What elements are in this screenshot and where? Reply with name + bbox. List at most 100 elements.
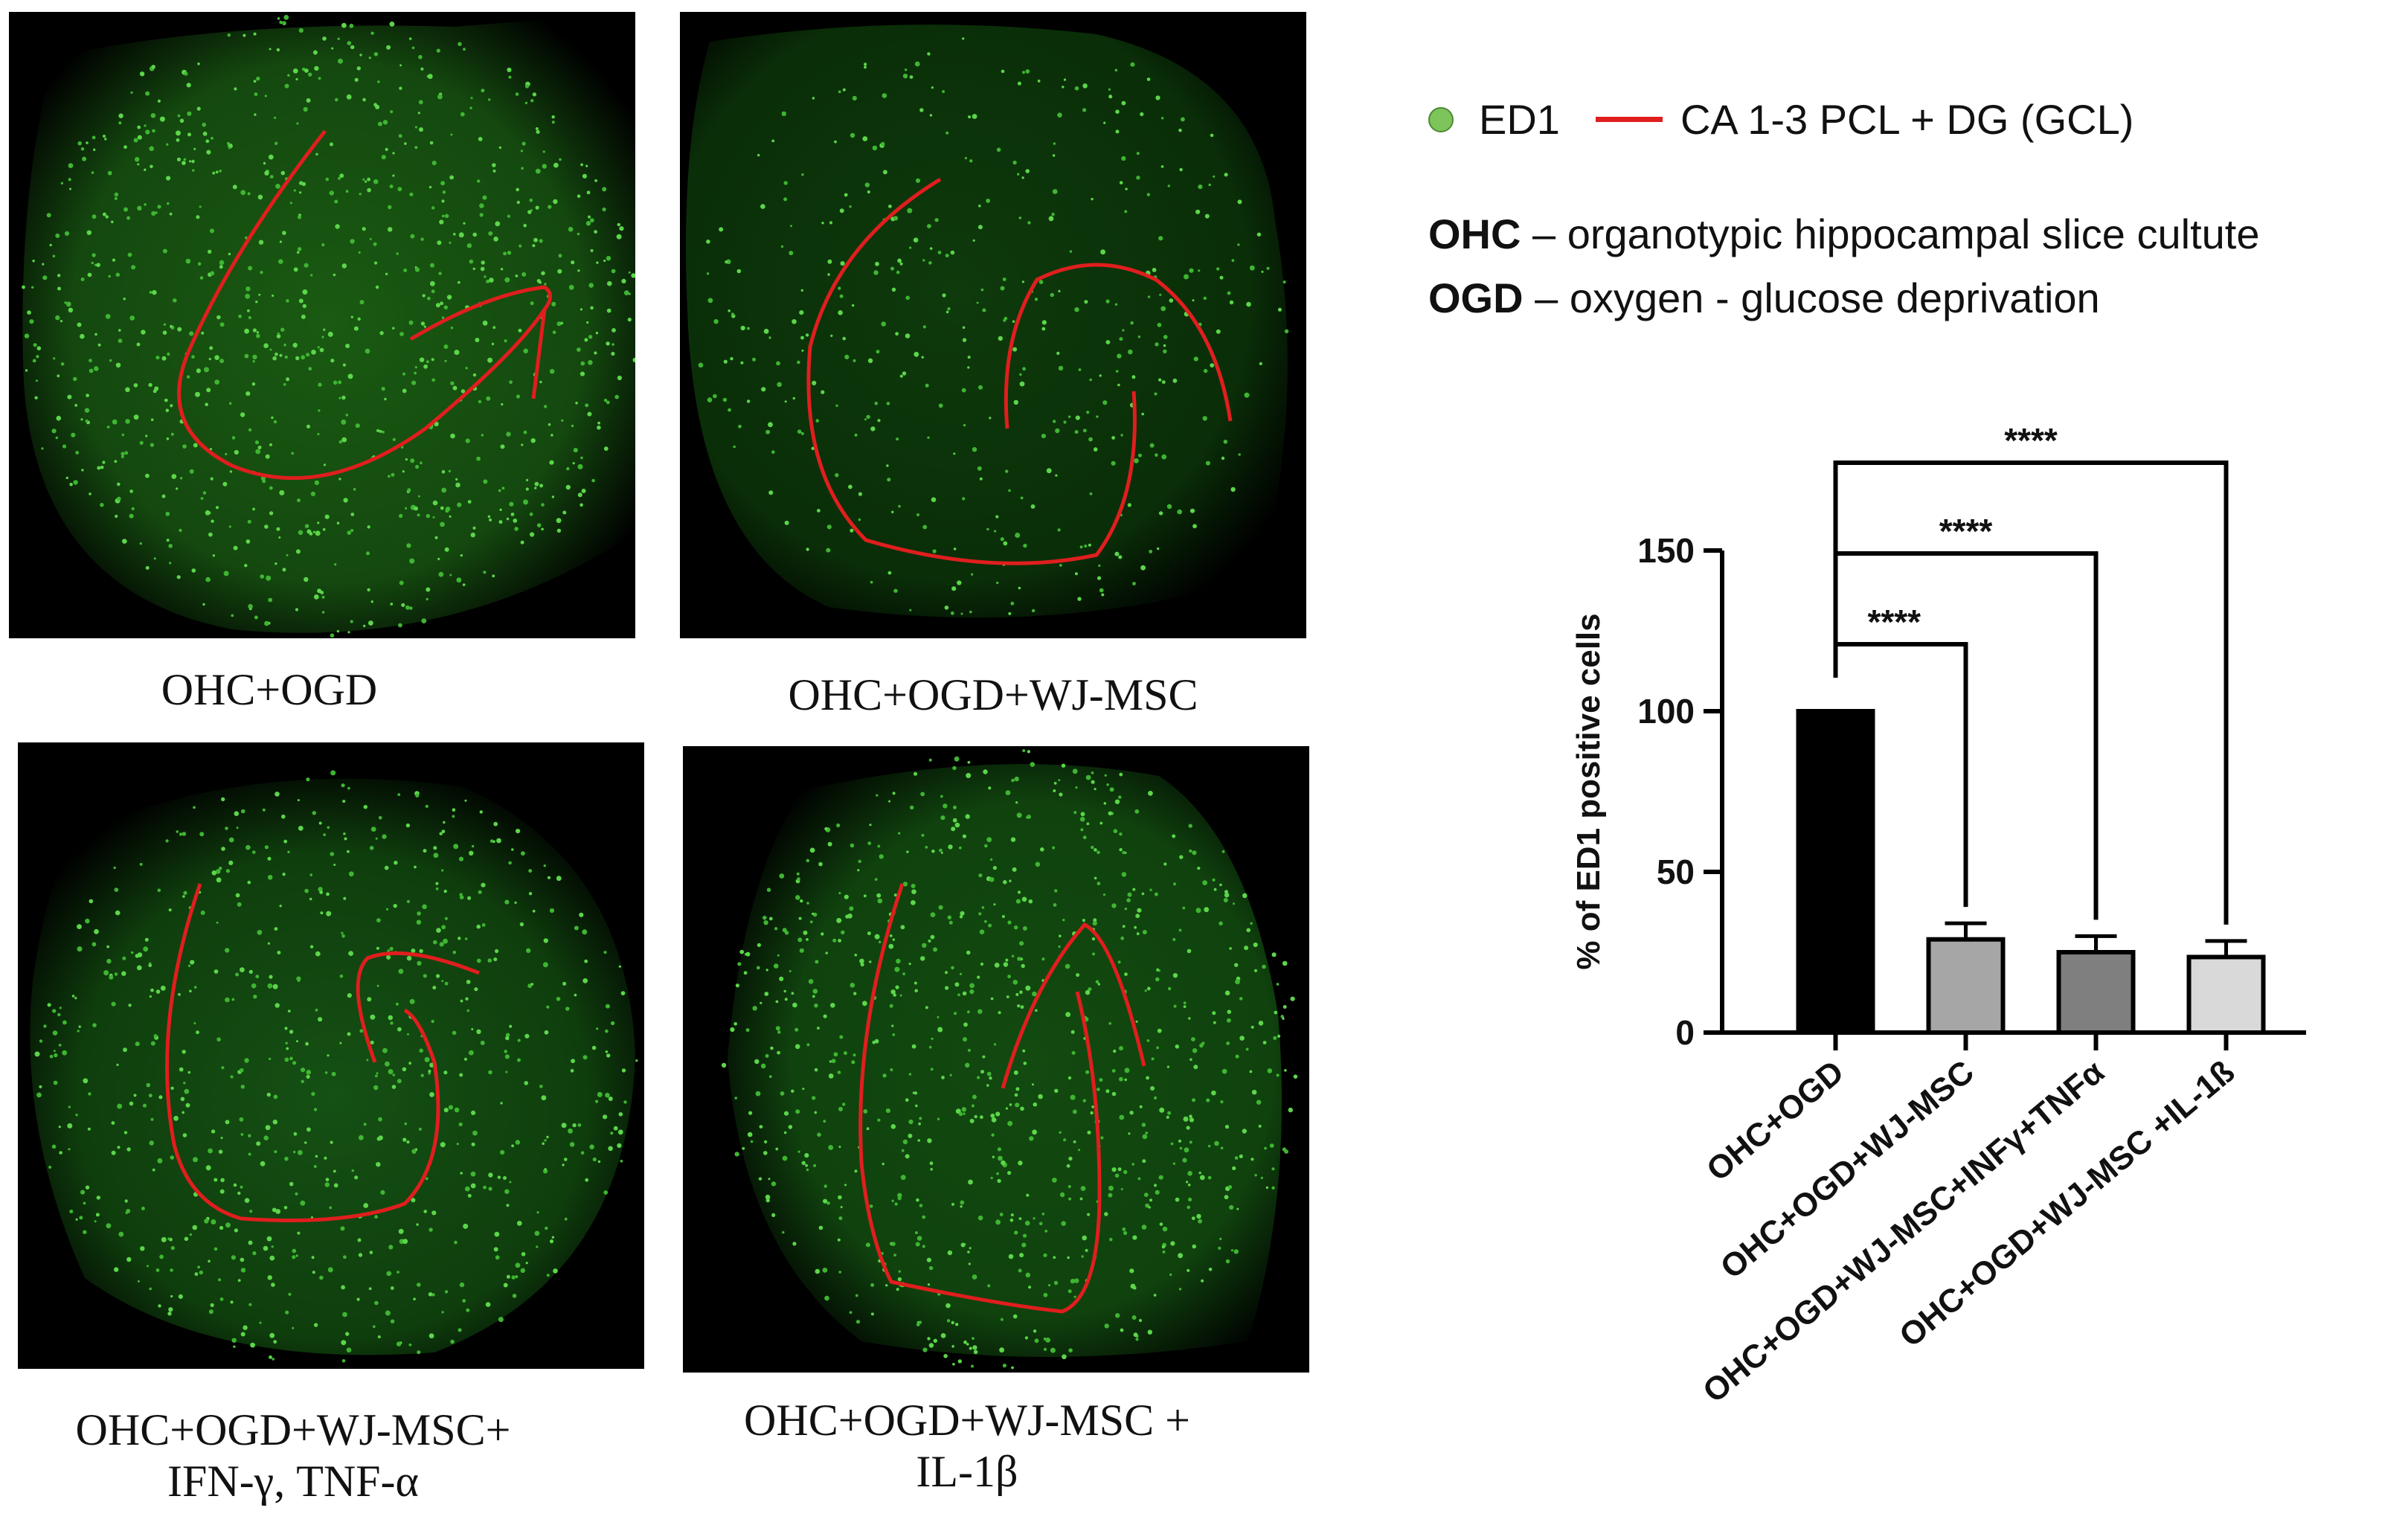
ed1-cell [1043, 1292, 1048, 1297]
ed1-cell [219, 322, 225, 327]
ed1-cell [823, 1198, 828, 1204]
ed1-cell [123, 145, 127, 150]
ed1-cell [812, 989, 818, 994]
ed1-cell [617, 375, 623, 381]
ed1-cell [196, 1030, 199, 1035]
ed1-cell [150, 1041, 155, 1046]
ed1-cell [109, 359, 112, 362]
ed1-cell [257, 930, 263, 935]
ed1-cell [795, 1109, 800, 1114]
ed1-cell [838, 1216, 843, 1221]
ed1-cell [377, 121, 382, 126]
ed1-cell [388, 475, 391, 478]
ed1-cell [870, 1283, 875, 1287]
ed1-cell [515, 1275, 518, 1279]
ed1-cell [464, 1186, 470, 1192]
ed1-cell [169, 212, 173, 216]
ed1-cell [251, 983, 257, 989]
ed1-cell [389, 946, 394, 951]
ed1-cell [1025, 69, 1030, 74]
ed1-cell [1119, 1046, 1123, 1051]
ed1-cell [341, 437, 347, 443]
ed1-cell [1082, 429, 1087, 433]
ed1-cell [597, 421, 600, 425]
ed1-cell [478, 399, 482, 404]
ed1-cell [829, 1060, 832, 1063]
ed1-cell [80, 418, 83, 421]
ed1-cell [1015, 899, 1021, 904]
ed1-cell [571, 424, 574, 428]
ed1-cell [1019, 941, 1024, 946]
ed1-cell [1212, 878, 1216, 882]
ed1-cell [284, 1156, 289, 1161]
ed1-cell [388, 1245, 394, 1250]
ed1-cell [488, 1070, 492, 1075]
ed1-cell [376, 429, 379, 432]
ed1-cell [553, 199, 558, 205]
ed1-cell [725, 260, 728, 264]
ed1-cell [837, 1238, 841, 1242]
ed1-cell [1099, 588, 1104, 593]
ed1-cell [1053, 1280, 1059, 1286]
ed1-cell [909, 75, 914, 79]
ed1-cell [381, 155, 386, 160]
ed1-cell [406, 1140, 410, 1144]
ed1-cell [257, 194, 263, 200]
ed1-cell [1216, 267, 1220, 271]
ed1-cell [1077, 597, 1082, 601]
ed1-cell [979, 477, 983, 481]
ed1-cell [304, 68, 309, 73]
ed1-cell [913, 237, 919, 243]
ed1-cell [330, 359, 335, 363]
ed1-cell [864, 62, 867, 66]
ed1-cell [775, 1000, 779, 1004]
ed1-cell [962, 991, 967, 996]
ed1-cell [428, 1072, 431, 1075]
ed1-cell [516, 1221, 522, 1226]
ed1-cell [441, 316, 445, 319]
ed1-cell [1082, 835, 1087, 840]
ed1-cell [438, 571, 444, 577]
ed1-cell [204, 1219, 209, 1224]
ed1-cell [1178, 128, 1182, 132]
ed1-cell [402, 470, 405, 473]
ed1-cell [1103, 121, 1106, 124]
ed1-cell [279, 240, 282, 243]
ed1-cell [937, 1027, 943, 1033]
ed1-cell [36, 1092, 42, 1098]
ed1-cell [980, 1070, 984, 1074]
ed1-cell [1182, 906, 1186, 910]
ed1-cell [1005, 1107, 1008, 1110]
ed1-cell [408, 1062, 412, 1065]
ed1-cell [586, 190, 591, 195]
ed1-cell [933, 947, 937, 952]
ed1-cell [487, 958, 492, 963]
ed1-cell [167, 1237, 170, 1241]
ed1-cell [912, 1091, 915, 1094]
ed1-cell [1018, 216, 1022, 219]
ed1-cell [1256, 232, 1262, 237]
ed1-cell [459, 893, 463, 896]
ed1-cell [1130, 321, 1134, 325]
ed1-cell [1266, 266, 1270, 270]
ed1-cell [136, 965, 142, 971]
ed1-cell [617, 1143, 622, 1148]
ed1-cell [53, 1080, 58, 1085]
ed1-cell [972, 1274, 977, 1280]
ed1-cell [386, 1271, 392, 1277]
ed1-cell [1158, 511, 1163, 516]
ed1-cell [341, 263, 347, 269]
ed1-cell [390, 1286, 394, 1290]
ed1-cell [370, 827, 376, 832]
ed1-cell [114, 192, 119, 197]
ed1-cell [237, 902, 242, 907]
ed1-cell [995, 515, 999, 519]
ed1-cell [1155, 342, 1159, 347]
ed1-cell [999, 1347, 1004, 1353]
ed1-cell [888, 205, 892, 208]
ed1-cell [928, 261, 932, 265]
ed1-cell [1098, 564, 1101, 568]
ed1-cell [1191, 1037, 1195, 1041]
ed1-cell [231, 1255, 236, 1260]
ed1-cell [441, 829, 446, 834]
